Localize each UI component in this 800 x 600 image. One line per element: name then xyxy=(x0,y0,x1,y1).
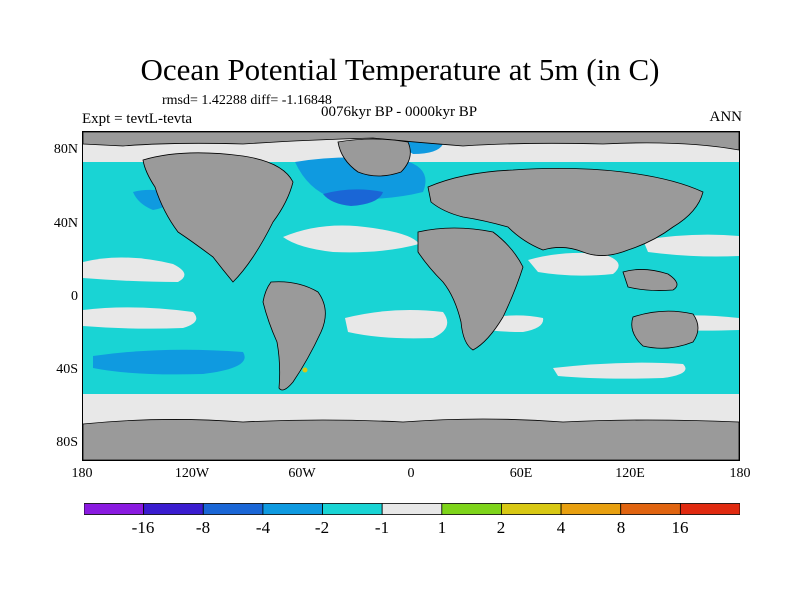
colorbar-box xyxy=(501,503,562,515)
north-america xyxy=(142,152,294,283)
stats-text: rmsd= 1.42288 diff= -1.16848 xyxy=(162,93,332,108)
temperature-map xyxy=(83,132,739,460)
patagonia-warm-spot xyxy=(302,367,308,373)
colorbar-label: 16 xyxy=(671,518,689,537)
colorbar-box xyxy=(202,503,264,515)
colorbar-label: -4 xyxy=(255,518,271,537)
lon-label-120e: 120E xyxy=(615,466,645,481)
colorbar-label: -8 xyxy=(195,518,211,537)
colorbar-label: 2 xyxy=(496,518,506,537)
north-atlantic-strong-cooling xyxy=(323,189,383,206)
north-pacific-west-neutral xyxy=(643,234,739,257)
period-label: 0076kyr BP - 0000kyr BP xyxy=(321,104,478,120)
experiment-label: Expt = tevtL-tevta xyxy=(82,111,193,127)
southern-ocean-neutral xyxy=(83,394,739,424)
colorbar-box xyxy=(143,503,204,515)
lat-label-80s: 80S xyxy=(56,435,78,450)
greenland xyxy=(337,138,411,177)
lat-label-40n: 40N xyxy=(53,216,78,231)
south-atlantic-neutral xyxy=(345,310,448,339)
lon-label-120w: 120W xyxy=(174,466,210,481)
south-pacific-east-neutral xyxy=(83,307,197,329)
north-atlantic-subtropic-neutral xyxy=(283,225,419,253)
lon-label-0: 0 xyxy=(407,466,415,481)
arabian-sea-neutral xyxy=(528,252,619,276)
lon-label-180e: 180 xyxy=(729,466,751,481)
maritime-continent xyxy=(622,269,678,291)
colorbar-box xyxy=(620,503,681,515)
colorbar-label: -2 xyxy=(314,518,330,537)
colorbar-label: -16 xyxy=(131,518,155,537)
lat-label-80n: 80N xyxy=(53,142,78,157)
africa xyxy=(417,227,524,351)
map-panel xyxy=(82,131,740,461)
lat-label-0: 0 xyxy=(71,289,78,304)
colorbar-box xyxy=(381,503,443,515)
colorbar-label: 4 xyxy=(556,518,566,537)
colorbar-box xyxy=(679,503,740,515)
lon-label-180w: 180 xyxy=(71,466,93,481)
colorbar-box xyxy=(322,503,383,515)
north-pacific-east-neutral xyxy=(83,257,185,282)
colorbar-label: 8 xyxy=(616,518,626,537)
arctic-land xyxy=(83,132,739,151)
season-label: ANN xyxy=(709,109,743,125)
eurasia xyxy=(427,168,704,256)
lat-label-40s: 40S xyxy=(56,362,78,377)
lon-label-60w: 60W xyxy=(288,466,316,481)
colorbar-box xyxy=(262,503,323,515)
colorbar-box xyxy=(560,503,622,515)
colorbar-label: -1 xyxy=(374,518,390,537)
colorbar-box xyxy=(84,503,145,515)
page-title: Ocean Potential Temperature at 5m (in C) xyxy=(140,52,660,87)
colorbar-label: 1 xyxy=(437,518,447,537)
land-masses xyxy=(83,132,739,460)
antarctica xyxy=(83,418,739,460)
south-pacific-cooling xyxy=(93,349,245,375)
australia xyxy=(631,310,699,349)
colorbar-box xyxy=(441,503,502,515)
colorbar xyxy=(84,503,740,515)
lon-label-60e: 60E xyxy=(509,466,533,481)
southern-indian-neutral-band xyxy=(553,362,686,379)
south-america xyxy=(262,281,326,391)
